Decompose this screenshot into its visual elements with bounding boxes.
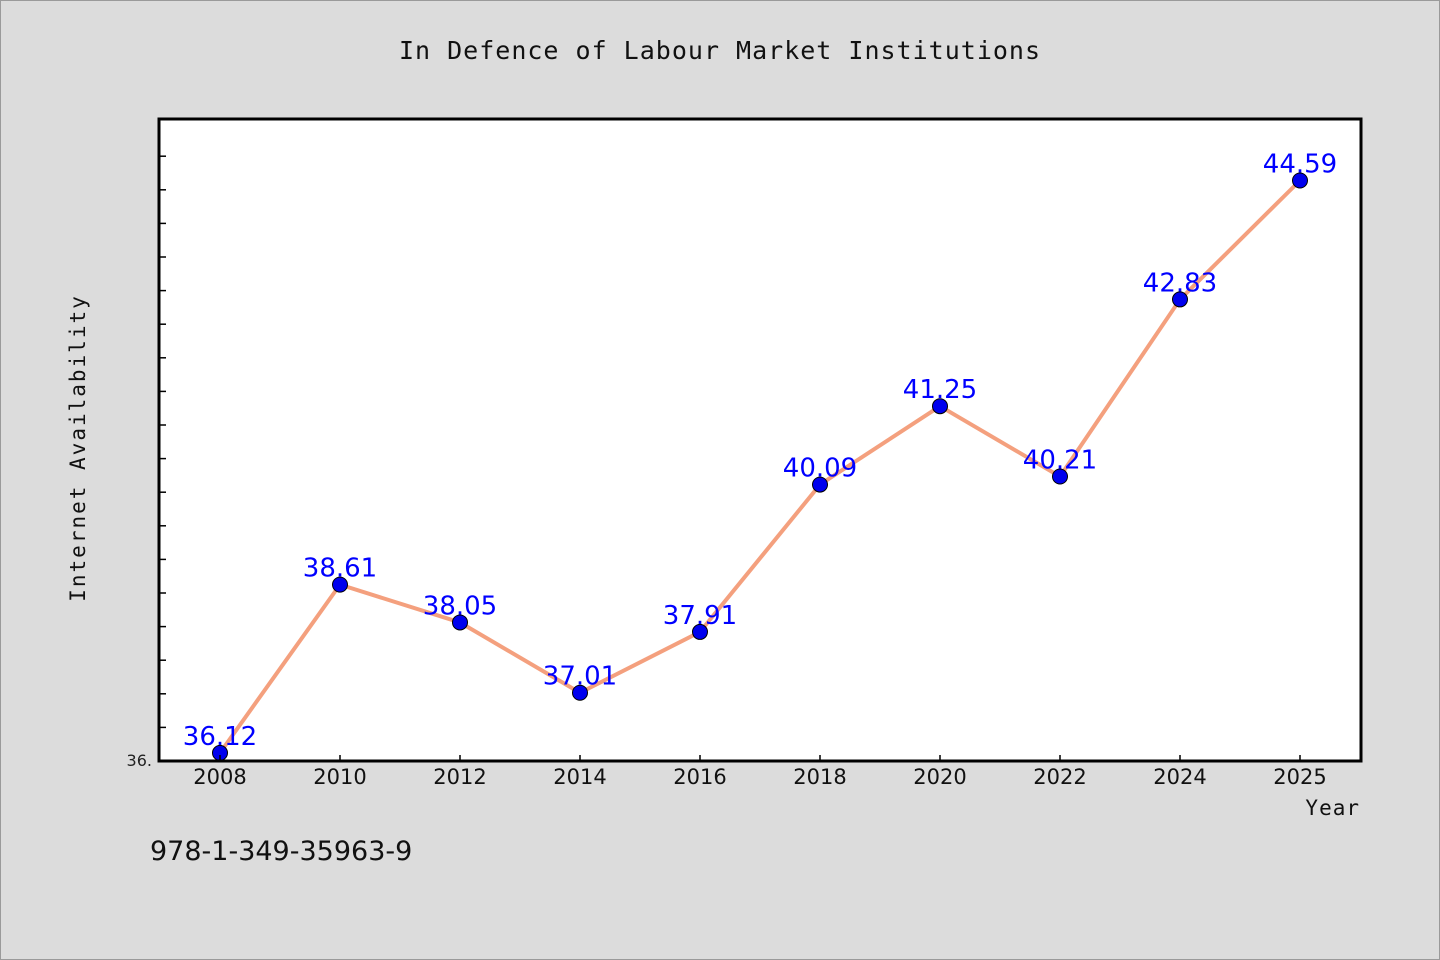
data-point — [1292, 172, 1308, 189]
data-label: 37.91 — [663, 601, 737, 631]
marker-layer — [212, 172, 1308, 761]
x-axis-label: Year — [1305, 796, 1360, 820]
data-point — [692, 623, 708, 640]
data-point — [812, 476, 828, 493]
x-tick-label: 2022 — [1033, 765, 1086, 789]
plot-border — [157, 117, 1363, 763]
chart-title: In Defence of Labour Market Institutions — [398, 36, 1042, 65]
y-tick-label: 36. — [127, 751, 152, 770]
data-label: 36.12 — [183, 722, 257, 752]
x-tick-label: 2016 — [673, 765, 726, 789]
x-tick-label: 2010 — [313, 765, 366, 789]
data-label: 37.01 — [543, 662, 617, 692]
series-line — [218, 179, 1302, 755]
data-label: 38.61 — [303, 554, 377, 584]
x-tick-label: 2014 — [553, 765, 606, 789]
data-point — [332, 576, 348, 593]
isbn-footer: 978-1-349-35963-9 — [150, 836, 413, 867]
data-point — [572, 684, 588, 701]
x-tick-label: 2012 — [433, 765, 486, 789]
x-tick-label: 2020 — [913, 765, 966, 789]
data-point — [932, 398, 948, 415]
x-tick-label: 2025 — [1273, 765, 1326, 789]
x-tick-labels: 2008 2010 2012 2014 2016 2018 2020 2022 2024 2025 — [193, 755, 1327, 789]
data-label: 40.21 — [1023, 445, 1097, 475]
data-label: 38.05 — [423, 591, 497, 621]
x-tick-label: 2024 — [1153, 765, 1206, 789]
x-tick-label: 2008 — [193, 765, 246, 789]
data-label: 44.59 — [1263, 149, 1337, 179]
x-tick-label: 2018 — [793, 765, 846, 789]
data-point — [1052, 468, 1068, 485]
data-point — [452, 614, 468, 631]
data-point — [1172, 291, 1188, 308]
data-label-layer: 36.12 38.61 38.05 37.01 37.91 40.09 41.25 40.21… — [183, 149, 1337, 751]
data-label: 41.25 — [903, 375, 977, 405]
plot-area — [159, 119, 1361, 761]
data-label: 42.83 — [1143, 268, 1217, 298]
data-label: 40.09 — [783, 454, 857, 484]
series-layer — [218, 179, 1302, 755]
